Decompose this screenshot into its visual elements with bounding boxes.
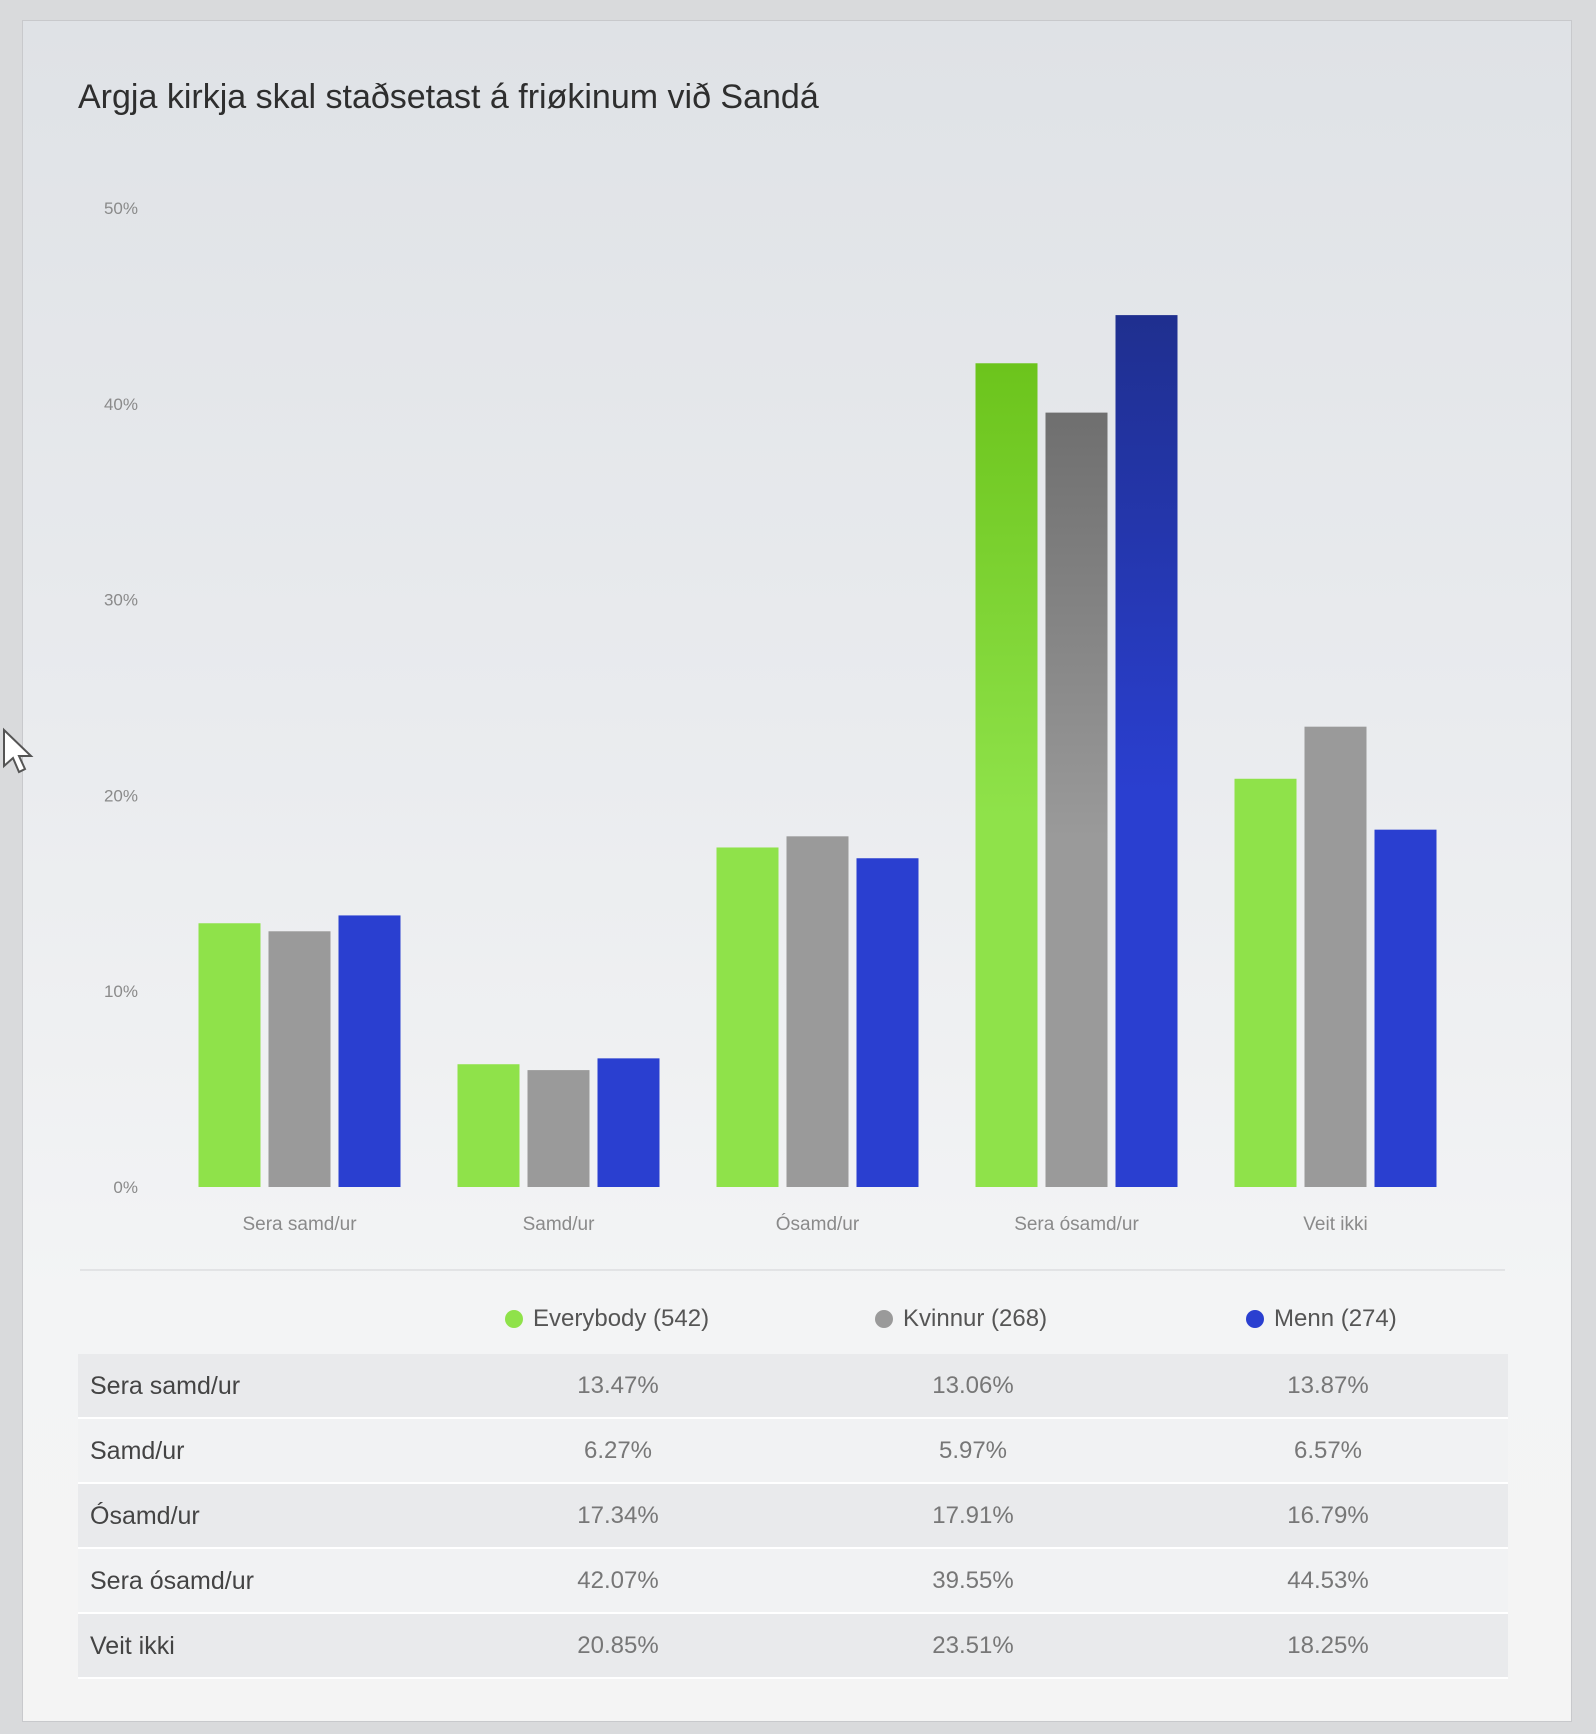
table-cell: 13.47%	[577, 1372, 659, 1399]
y-tick-label: 0%	[113, 1178, 138, 1197]
legend: Everybody (542) Kvinnur (268) Menn (274)	[0, 1305, 1596, 1345]
bar-everybody	[457, 1064, 520, 1187]
table-cell: 13.87%	[1287, 1372, 1369, 1399]
y-tick-label: 10%	[104, 982, 138, 1001]
bar-menn	[1115, 315, 1178, 1187]
bar-kvinnur	[527, 1070, 590, 1187]
bar-menn	[1374, 829, 1437, 1187]
table-cell: 44.53%	[1287, 1567, 1369, 1594]
table-cell: 6.27%	[583, 1437, 653, 1464]
table-cell: 6.57%	[1293, 1437, 1363, 1464]
bar-kvinnur	[1045, 412, 1108, 1188]
table-cell: 16.79%	[1287, 1502, 1369, 1529]
y-tick-label: 50%	[104, 199, 138, 218]
x-tick-label: Sera ósamd/ur	[1014, 1214, 1139, 1235]
y-tick-label: 20%	[104, 786, 138, 805]
legend-label-menn: Menn (274)	[1274, 1305, 1397, 1332]
legend-label-kvinnur: Kvinnur (268)	[903, 1305, 1048, 1332]
table-cell: 20.85%	[577, 1632, 659, 1659]
legend-dot-menn	[1246, 1310, 1264, 1328]
bar-kvinnur	[786, 836, 849, 1187]
table-cell: 13.06%	[932, 1372, 1014, 1399]
table-cell: 23.51%	[932, 1632, 1014, 1659]
legend-item-everybody: Everybody (542)	[505, 1305, 709, 1333]
bar-menn	[856, 858, 919, 1187]
table-cell: 17.91%	[932, 1502, 1014, 1529]
table-row: Samd/ur 6.27% 5.97% 6.57%	[78, 1419, 1508, 1484]
x-tick-label: Samd/ur	[523, 1214, 595, 1235]
table-cell: 18.25%	[1287, 1632, 1369, 1659]
data-table: Sera samd/ur 13.47% 13.06% 13.87% Samd/u…	[78, 1354, 1508, 1679]
bar-menn	[338, 915, 401, 1187]
table-cell: 17.34%	[577, 1502, 659, 1529]
table-row: Ósamd/ur 17.34% 17.91% 16.79%	[78, 1484, 1508, 1549]
legend-item-kvinnur: Kvinnur (268)	[875, 1305, 1047, 1333]
table-row: Sera samd/ur 13.47% 13.06% 13.87%	[78, 1354, 1508, 1419]
bar-everybody	[716, 847, 779, 1187]
x-tick-label: Veit ikki	[1303, 1214, 1367, 1235]
row-label: Veit ikki	[90, 1632, 175, 1660]
legend-label-everybody: Everybody (542)	[533, 1305, 710, 1332]
table-row: Veit ikki 20.85% 23.51% 18.25%	[78, 1614, 1508, 1679]
chart-title: Argja kirkja skal staðsetast á friøkinum…	[78, 78, 819, 116]
bar-everybody	[198, 923, 261, 1187]
y-tick-label: 40%	[104, 395, 138, 414]
table-cell: 42.07%	[577, 1567, 659, 1594]
x-tick-label: Ósamd/ur	[776, 1213, 860, 1235]
row-label: Ósamd/ur	[90, 1502, 200, 1530]
row-label: Sera ósamd/ur	[90, 1567, 254, 1595]
x-tick-label: Sera samd/ur	[242, 1214, 357, 1235]
mouse-cursor-icon	[3, 727, 34, 774]
table-cell: 5.97%	[938, 1437, 1008, 1464]
y-tick-label: 30%	[104, 591, 138, 610]
bar-kvinnur	[1304, 726, 1367, 1187]
legend-dot-kvinnur	[875, 1310, 893, 1328]
bar-kvinnur	[268, 931, 331, 1187]
legend-dot-everybody	[505, 1310, 523, 1328]
bar-everybody	[1234, 778, 1297, 1187]
row-label: Sera samd/ur	[90, 1372, 241, 1400]
table-cell: 39.55%	[932, 1567, 1014, 1594]
bar-chart: 0% 10% 20% 30% 40% 50% Sera samd/ur Samd/ur Ósam…	[103, 199, 1437, 1235]
table-row: Sera ósamd/ur 42.07% 39.55% 44.53%	[78, 1549, 1508, 1614]
bar-everybody	[975, 363, 1038, 1187]
row-label: Samd/ur	[90, 1437, 185, 1465]
legend-item-menn: Menn (274)	[1246, 1305, 1397, 1333]
bar-menn	[597, 1058, 660, 1187]
